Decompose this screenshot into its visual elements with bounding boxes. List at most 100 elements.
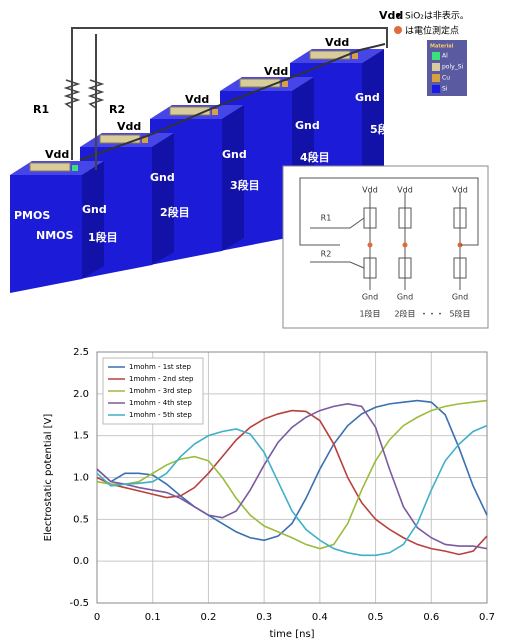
series-line (96, 399, 488, 550)
series-line (96, 399, 488, 542)
inset-frame (282, 165, 489, 329)
diagram-label: Vdd (379, 9, 403, 22)
gate (169, 106, 211, 116)
wire (299, 177, 479, 246)
inset-label: ・・・ (420, 310, 444, 319)
x-tick-label: 0 (94, 612, 100, 623)
x-tick-label: 0.5 (368, 612, 384, 623)
material-title: Material (430, 44, 454, 50)
legend-label: 1mohm - 1st step (129, 363, 192, 371)
material-item: Cu (442, 75, 450, 82)
bullet (396, 13, 400, 17)
resistor (87, 79, 105, 109)
x-tick-label: 0.4 (312, 612, 328, 623)
inset-label: Gnd (362, 293, 378, 302)
x-tick-label: 0.3 (256, 612, 272, 623)
legend-label: 1mohm - 2nd step (129, 375, 194, 383)
contact (212, 109, 218, 115)
note: は電位測定点 (405, 25, 459, 37)
y-tick-label: 0.5 (73, 514, 89, 525)
block-side (82, 161, 104, 279)
y-tick-label: 1.0 (73, 473, 89, 484)
inset-label: Gnd (452, 293, 468, 302)
transistor (398, 207, 412, 229)
swatch (432, 74, 440, 82)
contact (142, 137, 148, 143)
inset-label: Vdd (362, 186, 378, 195)
measure-point (367, 242, 373, 248)
diagram-label: R2 (109, 103, 125, 116)
material-item: Si (442, 86, 448, 93)
note: SiO₂は非表示。 (405, 10, 469, 22)
material-item: poly_Si (442, 64, 464, 71)
y-tick-label: 2.5 (73, 347, 89, 358)
gate (99, 134, 141, 144)
diagram-label: Gnd (82, 203, 107, 216)
diagram-label: 5段目 (370, 122, 400, 136)
measure-point (402, 242, 408, 248)
device-diagram: SiO₂は非表示。 は電位測定点 Material Vdd Vdd Vdd Vdd Vd… (10, 9, 469, 293)
contact (72, 165, 78, 171)
chart: -0.5 0.0 0.5 1.0 1.5 2.0 2.5 0 0.1 0.2 0.3 0.4 0.5 0.… (43, 347, 495, 640)
series-line (96, 424, 488, 557)
series-line (96, 403, 488, 550)
x-tick-label: 0.6 (423, 612, 439, 623)
pmos-region (10, 200, 70, 220)
contact (282, 81, 288, 87)
y-tick-label: -0.5 (69, 598, 89, 609)
legend-label: 1mohm - 3rd step (129, 387, 192, 395)
inset-label: 1段目 (359, 309, 380, 319)
inset-label: R1 (321, 214, 332, 223)
inset-label: Vdd (452, 186, 468, 195)
legend-label: 1mohm - 4th step (129, 399, 192, 407)
inset-label: R2 (321, 250, 332, 259)
transistor (453, 257, 467, 279)
inset-label: 5段目 (449, 309, 470, 319)
y-tick-label: 2.0 (73, 389, 89, 400)
diagram-label: 3段目 (230, 178, 260, 192)
gate (309, 50, 351, 60)
diagram-label: Vdd (45, 148, 69, 161)
inset-circuit: Vdd Vdd Vdd R1 R2 Gnd Gnd Gnd 1段目 2段目 ・・・ 5段目 (282, 165, 489, 329)
x-tick-label: 0.1 (145, 612, 161, 623)
block-side (222, 105, 244, 251)
wire (310, 261, 365, 269)
legend-label: 1mohm - 5th step (129, 411, 192, 419)
y-axis-label: Electrostatic potential [V] (43, 414, 54, 542)
diagram-label: Gnd (222, 148, 247, 161)
wire (310, 217, 365, 229)
diagram-label: Gnd (295, 119, 320, 132)
gate (239, 78, 281, 88)
diagram-label: 1段目 (88, 230, 118, 244)
silicon-blocks (10, 43, 386, 293)
diagram-label: NMOS (36, 229, 74, 242)
measure-point-icon (394, 26, 402, 34)
x-tick-label: 0.7 (479, 612, 495, 623)
diagram-label: PMOS (14, 209, 50, 222)
diagram-label: R1 (33, 103, 49, 116)
transistor (453, 207, 467, 229)
inset-label: 2段目 (394, 309, 415, 319)
block-side (152, 133, 174, 265)
swatch (432, 52, 440, 60)
transistor (398, 257, 412, 279)
interconnect (79, 43, 386, 161)
diagram-label: Vdd (325, 36, 349, 49)
diagram-label: Gnd (150, 171, 175, 184)
inset-label: Vdd (397, 186, 413, 195)
y-tick-label: 0.0 (73, 556, 89, 567)
gate (29, 162, 71, 172)
swatch (432, 63, 440, 71)
diagram-label: Vdd (117, 120, 141, 133)
resistor (63, 79, 81, 109)
contact (352, 53, 358, 59)
diagram-label: Vdd (264, 65, 288, 78)
material-item: Al (442, 53, 448, 60)
diagram-label: 2段目 (160, 205, 190, 219)
diagram-label: Gnd (355, 91, 380, 104)
x-axis-label: time [ns] (269, 629, 314, 640)
series-line (96, 409, 488, 556)
y-tick-label: 1.5 (73, 431, 89, 442)
diagram-label: Vdd (185, 93, 209, 106)
